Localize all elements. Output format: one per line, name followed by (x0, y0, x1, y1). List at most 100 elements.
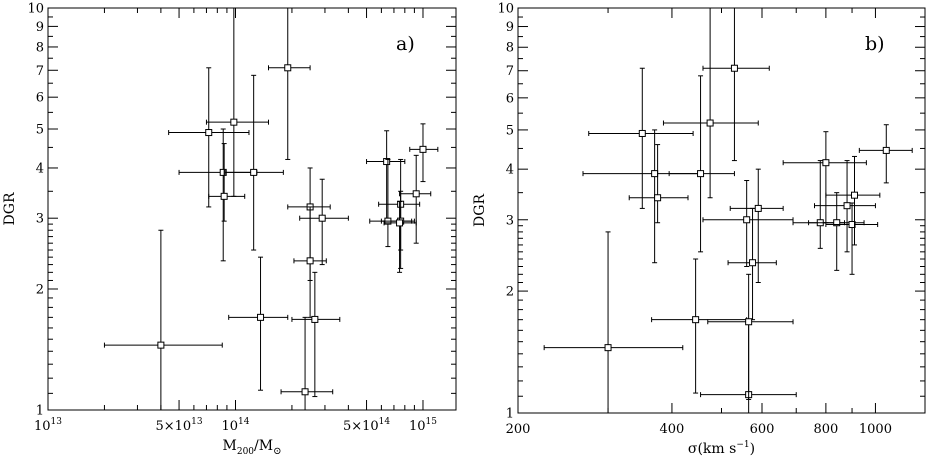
data-point (813, 160, 876, 253)
data-point (825, 202, 879, 275)
point-marker (654, 194, 662, 202)
data-point (582, 129, 702, 264)
point-marker (692, 316, 700, 324)
x-tick-label: 1015 (409, 417, 437, 434)
point-marker (730, 64, 738, 72)
y-tick-label: 8 (36, 40, 44, 55)
chart-panel-2: 1 2 3 4 5 6 7 8 9 10 200 400 600 800 1000 DGR σ(km s−1) b… (472, 2, 926, 456)
x-tick-label: 400 (660, 422, 685, 437)
data-point (651, 258, 748, 394)
data-point (399, 154, 432, 244)
point-marker (257, 313, 265, 321)
data-point (293, 206, 327, 318)
y-tick-label: 9 (506, 20, 514, 35)
data-point (858, 124, 913, 184)
x-axis-label: σ(km s−1) (688, 440, 755, 456)
point-marker (745, 318, 753, 326)
point-marker (843, 202, 851, 210)
y-tick-label: 10 (27, 2, 44, 17)
data-point (588, 67, 694, 209)
y-tick-label: 6 (36, 91, 44, 106)
y-tick-label: 3 (36, 212, 44, 227)
x-tick-label: 5×1014 (343, 417, 390, 434)
y-tick-label: 8 (506, 41, 514, 56)
x-tick-label: 5×1013 (155, 417, 202, 434)
data-point (707, 273, 794, 400)
point-marker (306, 257, 314, 265)
panel-label: a) (396, 33, 415, 55)
point-marker (882, 146, 890, 154)
x-tick-label-exponent: 14 (238, 417, 250, 427)
y-tick-label: 3 (506, 213, 514, 228)
y-tick-label: 1 (506, 407, 514, 422)
point-marker (749, 259, 757, 267)
point-marker (301, 388, 309, 396)
y-tick-label: 2 (36, 282, 44, 297)
data-point (268, 8, 311, 160)
y-axis-label: DGR (472, 194, 488, 227)
point-marker (220, 192, 228, 200)
data-point (729, 168, 784, 284)
y-tick-label: 4 (36, 161, 44, 176)
data-point (228, 256, 289, 391)
point-marker (822, 159, 830, 167)
data-point (168, 67, 250, 208)
y-tick-label: 6 (506, 91, 514, 106)
x-tick-label: 800 (813, 422, 838, 437)
data-point (280, 316, 334, 410)
y-tick-label: 1 (36, 404, 44, 419)
point-marker (651, 170, 659, 178)
point-marker (848, 221, 856, 229)
x-tick-label-exponent: 13 (51, 417, 63, 427)
point-marker (604, 344, 612, 352)
point-marker (412, 190, 420, 198)
data-point (668, 75, 735, 253)
data-point (366, 130, 406, 222)
point-marker (706, 119, 714, 127)
x-tick-label: 600 (750, 422, 775, 437)
y-tick-label: 4 (506, 163, 514, 178)
x-tick-label: 200 (506, 422, 531, 437)
point-marker (205, 129, 213, 137)
x-axis-label-tail: /M (254, 438, 273, 454)
data-point (383, 201, 417, 273)
data-point (543, 231, 684, 413)
data-point (782, 131, 867, 224)
data-point (291, 271, 341, 398)
x-tick-label: 1014 (221, 417, 249, 434)
point-marker (318, 214, 326, 222)
data-point (409, 123, 439, 183)
data-point (208, 143, 246, 222)
point-marker (284, 64, 292, 72)
data-point (205, 8, 270, 197)
x-axis-label-tail: ) (750, 441, 755, 456)
y-axis-label: DGR (2, 192, 18, 225)
point-marker (230, 118, 238, 126)
y-tick-label: 2 (506, 285, 514, 300)
point-marker (383, 158, 391, 166)
x-axis-label-exponent: −1 (736, 440, 749, 450)
x-tick-label: 1013 (34, 417, 62, 434)
point-marker (419, 145, 427, 153)
y-tick-label: 9 (36, 20, 44, 35)
x-axis-label-subscript: 200 (237, 447, 254, 456)
data-point (299, 178, 349, 266)
x-tick-label-exponent: 13 (191, 417, 203, 427)
point-marker (697, 170, 705, 178)
data-point (628, 144, 689, 224)
point-marker (850, 191, 858, 199)
x-tick-label: 1000 (859, 422, 892, 437)
chart-panel-1: 1 2 3 4 5 6 7 8 9 10 1013 5×1013 1014 5×1014 1015 DGR M2… (2, 2, 457, 456)
data-point (727, 207, 777, 321)
y-tick-label: 5 (36, 123, 44, 138)
point-marker (157, 341, 165, 349)
data-point (702, 180, 794, 268)
point-marker (311, 315, 319, 323)
data-point (369, 158, 413, 248)
point-marker (743, 216, 751, 224)
y-tick-label: 10 (497, 2, 514, 17)
data-point (103, 229, 223, 410)
data-point (825, 155, 881, 246)
y-tick-label: 7 (36, 64, 44, 79)
